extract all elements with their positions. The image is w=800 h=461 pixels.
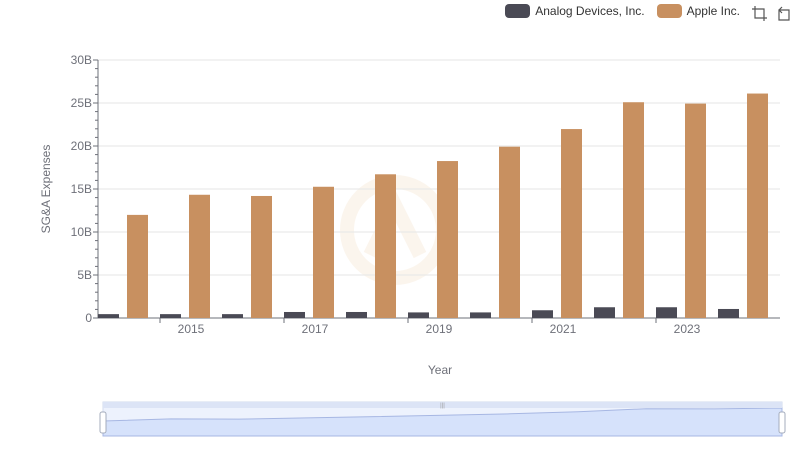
x-tick-label: 2015 [178, 322, 205, 336]
bar-apple-2023[interactable] [685, 103, 706, 319]
x-tick-label: 2023 [674, 322, 701, 336]
x-axis-title: Year [428, 363, 452, 377]
x-tick-label: 2017 [302, 322, 329, 336]
bar-apple-2014[interactable] [127, 214, 148, 318]
y-axis-title: SG&A Expenses [39, 145, 53, 234]
bar-analog-devices-2014[interactable] [98, 314, 119, 318]
y-tick-label: 5B [77, 268, 92, 282]
bar-apple-2016[interactable] [251, 195, 272, 318]
bar-analog-devices-2018[interactable] [346, 311, 367, 318]
datazoom-drag-grip: ||| [440, 403, 445, 409]
bar-apple-2015[interactable] [189, 194, 210, 318]
legend-item-apple[interactable]: Apple Inc. [656, 4, 740, 18]
bar-analog-devices-2021[interactable] [532, 310, 553, 318]
bar-analog-devices-2023[interactable] [656, 307, 677, 318]
bar-apple-2020[interactable] [499, 146, 520, 318]
bar-apple-2024[interactable] [747, 93, 768, 318]
bar-apple-2021[interactable] [561, 129, 582, 318]
legend: Analog Devices, Inc. Apple Inc. [505, 4, 740, 18]
restore-icon[interactable] [777, 6, 792, 21]
bar-apple-2018[interactable] [375, 174, 396, 318]
x-tick-label: 2021 [550, 322, 577, 336]
legend-label-analog-devices: Analog Devices, Inc. [535, 4, 645, 18]
bar-analog-devices-2022[interactable] [594, 307, 615, 318]
toolbox [752, 6, 792, 21]
bar-analog-devices-2017[interactable] [284, 311, 305, 318]
legend-swatch-analog-devices [505, 4, 531, 18]
datazoom-right-handle[interactable] [778, 411, 786, 434]
datazoom-left-handle[interactable] [99, 411, 107, 434]
bar-apple-2022[interactable] [623, 102, 644, 318]
y-tick-label: 15B [71, 182, 92, 196]
bar-analog-devices-2020[interactable] [470, 312, 491, 318]
legend-item-analog-devices[interactable]: Analog Devices, Inc. [505, 4, 645, 18]
y-tick-label: 25B [71, 96, 92, 110]
legend-label-apple: Apple Inc. [686, 4, 740, 18]
legend-swatch-apple [656, 4, 682, 18]
y-tick-label: 10B [71, 225, 92, 239]
bar-apple-2019[interactable] [437, 161, 458, 318]
bar-analog-devices-2016[interactable] [222, 314, 243, 318]
bar-analog-devices-2019[interactable] [408, 312, 429, 318]
y-tick-label: 20B [71, 139, 92, 153]
bar-apple-2017[interactable] [313, 186, 334, 318]
zoom-area-icon[interactable] [752, 6, 767, 21]
datazoom-preview-area [102, 407, 783, 437]
y-tick-label: 30B [71, 53, 92, 67]
x-tick-label: 2019 [426, 322, 453, 336]
datazoom-drag-bar[interactable] [103, 402, 782, 408]
bar-analog-devices-2015[interactable] [160, 314, 181, 318]
y-tick-label: 0 [85, 311, 92, 325]
bar-analog-devices-2024[interactable] [718, 308, 739, 318]
